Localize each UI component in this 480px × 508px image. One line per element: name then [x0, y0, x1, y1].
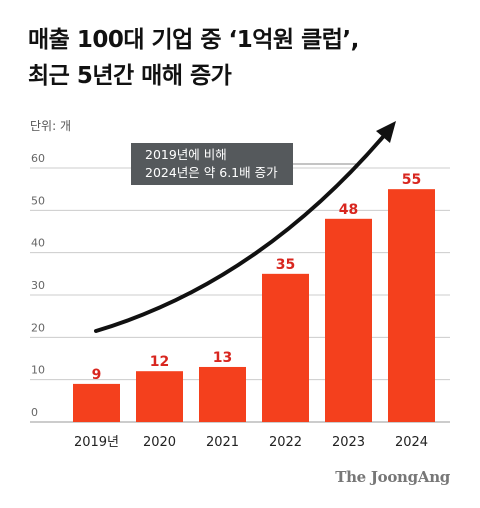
bar — [136, 371, 183, 422]
value-label: 48 — [339, 202, 358, 218]
y-tick-label: 20 — [31, 321, 45, 334]
x-tick-label: 2019년 — [74, 435, 119, 450]
bar — [325, 218, 372, 422]
x-tick-label: 2022 — [269, 435, 302, 450]
bar — [262, 273, 309, 422]
annotation-box: 2019년에 비해 2024년은 약 6.1배 증가 — [131, 143, 293, 185]
y-tick-label: 60 — [31, 152, 45, 165]
trend-arrow-line — [94, 129, 390, 333]
bar — [388, 189, 435, 422]
chart-title: 매출 100대 기업 중 ‘1억원 클럽’, 최근 5년간 매해 증가 — [28, 22, 359, 94]
trend-arrow-head — [376, 121, 396, 143]
value-label: 55 — [402, 172, 421, 188]
x-tick-label: 2024 — [395, 435, 428, 450]
y-tick-label: 30 — [31, 279, 45, 292]
title-line-2: 최근 5년간 매해 증가 — [28, 63, 232, 89]
y-tick-label: 0 — [31, 406, 38, 419]
title-line-1: 매출 100대 기업 중 ‘1억원 클럽’, — [28, 27, 359, 53]
publisher-credit: The JoongAng — [335, 468, 450, 486]
value-label: 13 — [213, 350, 232, 366]
y-tick-label: 40 — [31, 237, 45, 250]
bar — [199, 366, 246, 422]
unit-label: 단위: 개 — [30, 119, 71, 133]
value-label: 35 — [276, 257, 295, 273]
y-tick-label: 50 — [31, 194, 45, 207]
x-tick-label: 2021 — [206, 435, 239, 450]
annotation-line-2: 2024년은 약 6.1배 증가 — [145, 165, 278, 180]
y-tick-label: 10 — [31, 364, 45, 377]
value-label: 9 — [92, 367, 102, 383]
x-tick-label: 2020 — [143, 435, 176, 450]
bar — [73, 383, 120, 422]
value-label: 12 — [150, 354, 169, 370]
annotation-line-1: 2019년에 비해 — [145, 147, 227, 162]
x-tick-label: 2023 — [332, 435, 365, 450]
